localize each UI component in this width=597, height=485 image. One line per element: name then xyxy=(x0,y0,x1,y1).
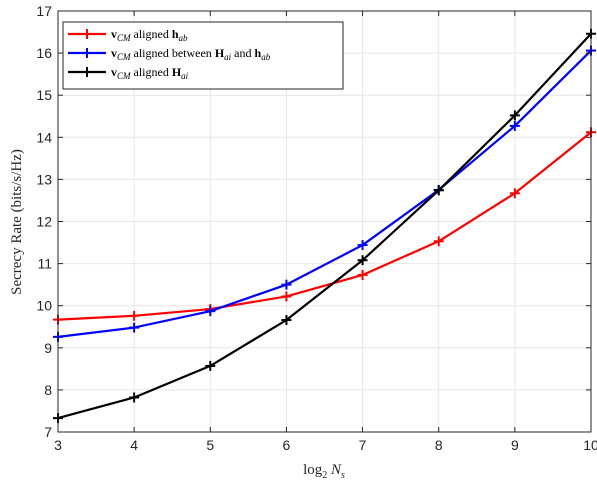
y-tick-label: 13 xyxy=(36,171,52,187)
data-point-marker xyxy=(509,120,520,131)
data-point-marker xyxy=(281,315,292,326)
x-tick-label: 8 xyxy=(435,437,443,453)
x-tick-label: 3 xyxy=(54,437,62,453)
y-tick-label: 12 xyxy=(36,214,52,230)
y-tick-label: 16 xyxy=(36,45,52,61)
y-tick-label: 7 xyxy=(44,424,52,440)
data-point-marker xyxy=(129,322,140,333)
data-point-marker xyxy=(509,188,520,199)
legend-label: vCM aligned Hai xyxy=(111,65,189,81)
legend-label: vCM aligned between Hai and hab xyxy=(111,46,271,62)
y-tick-label: 14 xyxy=(36,129,52,145)
legend-box xyxy=(62,21,344,90)
data-point-marker xyxy=(433,236,444,247)
y-tick-label: 11 xyxy=(37,256,52,272)
data-point-marker xyxy=(129,310,140,321)
y-tick-label: 10 xyxy=(36,298,52,314)
y-tick-label: 9 xyxy=(44,340,52,356)
data-point-marker xyxy=(357,240,368,251)
data-point-marker xyxy=(205,360,216,371)
data-point-marker xyxy=(129,392,140,403)
tick-labels: 3 4 5 6 7 8 9 10 7 8 9 10 11 12 13 14 15 16 17 xyxy=(36,3,597,453)
y-tick-label: 17 xyxy=(36,3,52,19)
data-point-marker xyxy=(357,255,368,266)
data-point-marker xyxy=(281,291,292,302)
series-line xyxy=(57,131,592,321)
series-line xyxy=(57,32,592,420)
y-tick-label: 15 xyxy=(36,87,52,103)
data-point-marker xyxy=(205,306,216,317)
data-point-marker xyxy=(357,269,368,280)
y-tick-label: 8 xyxy=(44,382,52,398)
x-tick-label: 7 xyxy=(359,437,367,453)
x-tick-label: 5 xyxy=(206,437,214,453)
legend-entry: vCM aligned hab xyxy=(68,27,188,43)
legend-label: vCM aligned hab xyxy=(111,27,188,43)
y-axis-label: Secrecy Rate (bits/s/Hz) xyxy=(9,149,25,295)
x-tick-label: 10 xyxy=(583,437,597,453)
x-tick-label: 6 xyxy=(283,437,291,453)
data-point-marker xyxy=(509,110,520,121)
series-line xyxy=(57,49,592,338)
x-tick-label: 4 xyxy=(130,437,138,453)
data-point-marker xyxy=(281,279,292,290)
legend-entry: vCM aligned Hai xyxy=(68,65,189,81)
legend-entry: vCM aligned between Hai and hab xyxy=(68,46,271,62)
legend: vCM aligned hab vCM aligned between Hai a… xyxy=(62,21,344,90)
x-axis-label: log2 Ns xyxy=(303,462,345,481)
x-tick-label: 9 xyxy=(511,437,519,453)
tick-marks xyxy=(57,10,592,433)
data-point-marker xyxy=(433,185,444,196)
